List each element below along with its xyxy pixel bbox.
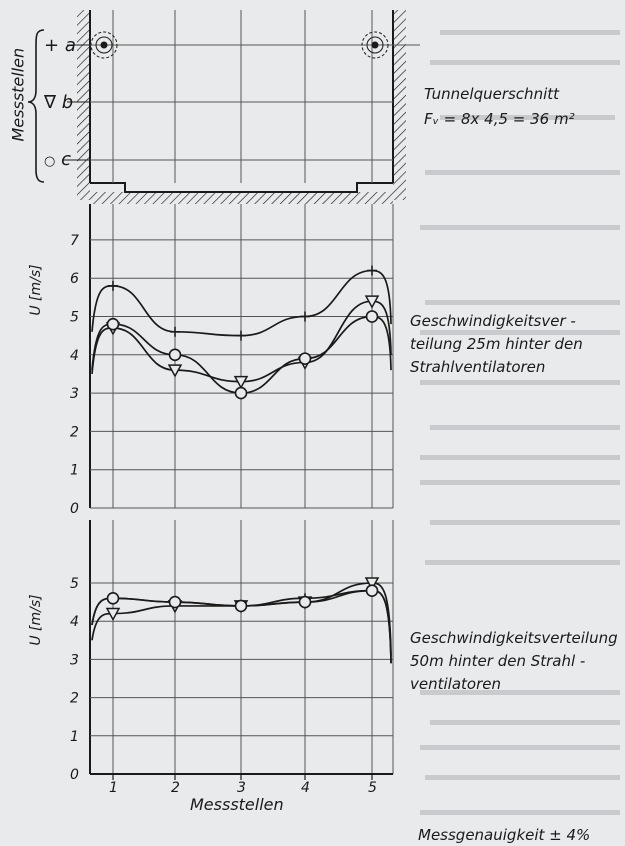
bottom-ytick-label: 0 — [70, 767, 79, 783]
top-series-+-point — [170, 326, 180, 337]
bottom-ytick-label: 2 — [70, 691, 79, 707]
bottom-series-circle-point — [168, 595, 182, 609]
xtick-label: 4 — [301, 780, 310, 796]
xtick-label: 1 — [109, 780, 118, 796]
top-series-circle-point — [298, 352, 312, 365]
top-chart-title-line-3: Strahlventilatoren — [410, 358, 546, 376]
bottom-series-circle-point — [298, 595, 312, 609]
bottom-ytick-label: 4 — [70, 614, 79, 630]
bottom-ytick-label: 3 — [70, 652, 79, 668]
top-chart-title-line-2: teilung 25m hinter den — [410, 335, 583, 353]
bottom-ytick-label: 1 — [70, 729, 79, 745]
top-ytick-label: 3 — [70, 386, 79, 402]
top-ytick-label: 4 — [70, 348, 79, 364]
top-series-+-point — [108, 280, 118, 291]
bottom-chart-title-line-1: Geschwindigkeitsverteilung — [410, 629, 618, 647]
top-series-triangle-down-point — [233, 375, 249, 390]
chart-bottom-frame — [89, 520, 394, 775]
bottom-series-triangle-down-point — [364, 577, 380, 591]
point-c-symbol: ○ — [44, 154, 56, 169]
xtick-label: 5 — [368, 780, 377, 796]
tunnel-area-formula: Fᵥ = 8x 4,5 = 36 m² — [424, 110, 575, 128]
bottom-series-circle-point — [365, 584, 379, 597]
x-axis-label: Messstellen — [190, 795, 284, 814]
jet-fan-right-icon — [361, 31, 389, 59]
bottom-ytick-label: 5 — [70, 576, 79, 592]
measure-points-brace — [27, 29, 45, 183]
point-a: + a — [44, 35, 76, 56]
bottom-chart-title-line-2: 50m hinter den Strahl - — [410, 652, 586, 670]
top-series-circle-point — [106, 317, 120, 331]
accuracy-note: Messgenauigkeit ± 4% — [418, 826, 591, 844]
top-ytick-label: 1 — [70, 463, 79, 479]
top-series-circle-point — [234, 386, 248, 400]
floor-hatch — [90, 192, 393, 204]
xtick-label: 3 — [237, 780, 246, 796]
top-ytick-label: 6 — [70, 271, 79, 287]
jet-fan-left-icon — [90, 31, 118, 59]
bottom-series-circle-point — [106, 591, 120, 605]
bottom-chart-ylabel: U [m/s] — [28, 594, 44, 646]
left-wall-hatch — [77, 10, 90, 200]
top-chart-title-line-1: Geschwindigkeitsver - — [410, 312, 576, 330]
top-series-circle-point — [365, 310, 379, 323]
point-b-symbol: ∇ — [44, 92, 57, 113]
tunnel-title: Tunnelquerschnitt — [424, 85, 559, 103]
point-a-letter: a — [64, 35, 76, 56]
point-c: ○ c — [44, 149, 71, 170]
bottom-series-triangle-down-point — [105, 607, 121, 622]
tunnel-cross-section — [27, 10, 420, 204]
top-series-triangle-down-point — [167, 364, 183, 378]
top-series-triangle-down-point — [364, 295, 380, 309]
top-series-+-point — [300, 311, 310, 322]
bottom-series-circle-point — [234, 599, 248, 613]
top-ytick-label: 7 — [70, 233, 79, 249]
measure-points-label: Messstellen — [8, 47, 28, 142]
top-ytick-label: 2 — [70, 424, 79, 440]
point-c-letter: c — [61, 149, 71, 170]
point-b: ∇ b — [44, 92, 73, 113]
top-series-circle-point — [168, 348, 182, 362]
chart-top-frame — [89, 204, 394, 509]
xtick-label: 2 — [171, 780, 180, 796]
point-b-letter: b — [61, 92, 74, 113]
right-wall-hatch — [393, 10, 406, 200]
top-series-+-point — [367, 265, 377, 276]
bottom-chart-title-line-3: ventilatoren — [410, 675, 501, 693]
top-chart-ylabel: U [m/s] — [28, 264, 44, 316]
top-series-+-point — [236, 330, 246, 341]
point-a-symbol: + — [44, 35, 60, 56]
top-ytick-label: 0 — [70, 501, 79, 517]
top-ytick-label: 5 — [70, 310, 79, 326]
